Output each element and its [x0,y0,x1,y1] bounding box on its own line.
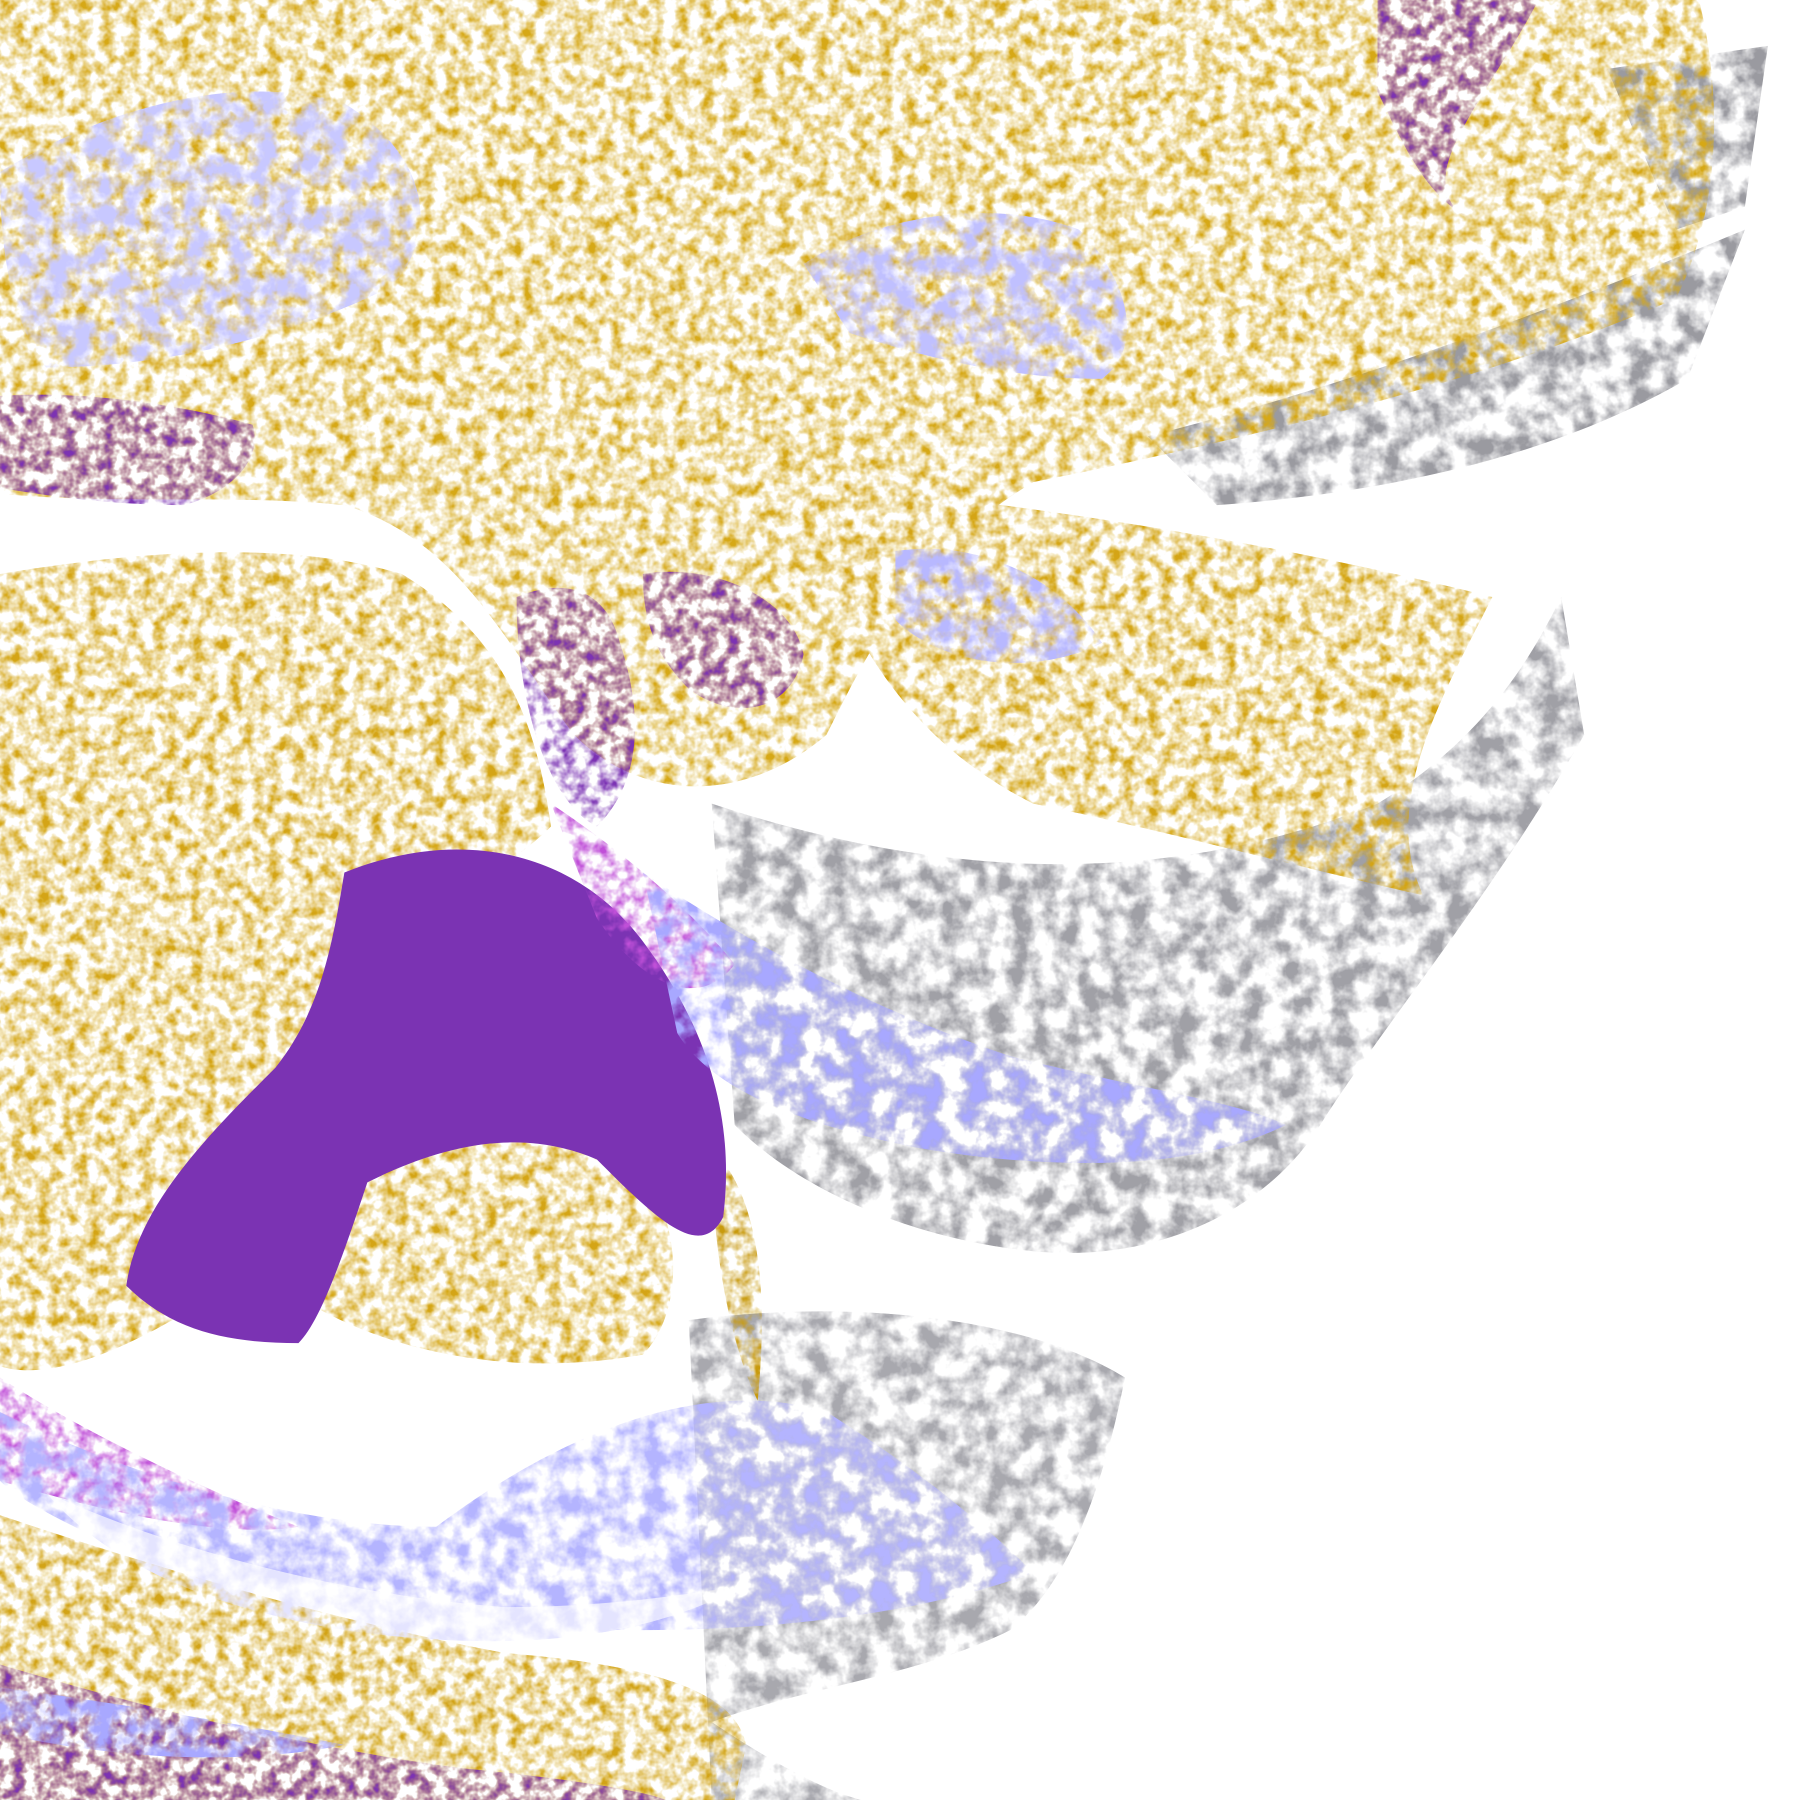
lavender-cloud [0,1687,345,1758]
purple-region [0,1664,666,1800]
purple-region [0,394,255,506]
purple-region [516,587,635,827]
purple-region [126,849,727,1344]
lavender-cloud [895,548,1103,663]
light-cloud [45,1492,747,1642]
lavender-band [642,872,1286,1164]
purple-region [1377,0,1539,219]
gold-region [0,552,552,1371]
lavender-cloud [803,213,1128,379]
purple-region [642,571,804,709]
gold-region [0,0,1715,787]
purple-patches [0,0,1539,1800]
lavender-cloud [0,91,421,368]
gold-region [711,1147,762,1401]
lavender-clouds [0,91,1286,1758]
